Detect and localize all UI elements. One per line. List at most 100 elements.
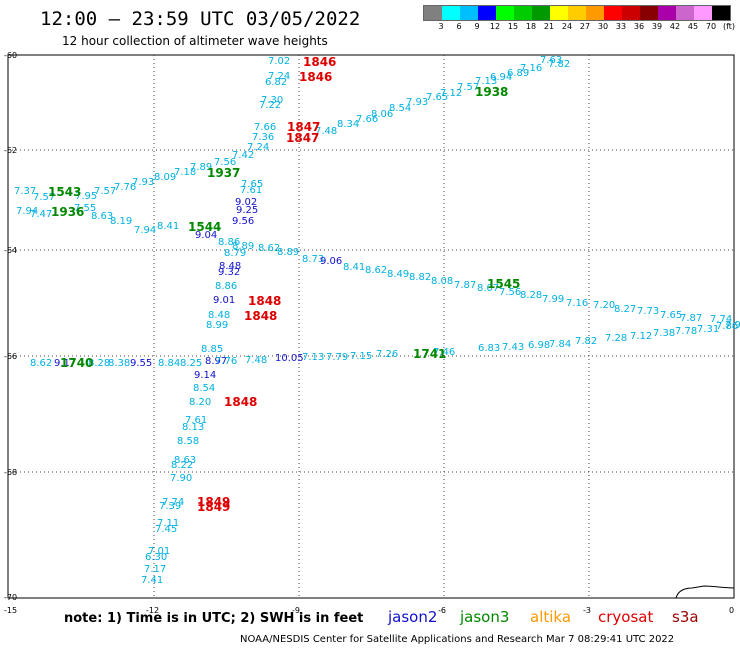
wave-height-value: 7.90 bbox=[170, 473, 193, 484]
wave-height-value: 7.93 bbox=[132, 177, 155, 188]
wave-height-colorbar bbox=[423, 5, 731, 21]
wave-height-value: 7.76 bbox=[114, 182, 137, 193]
wave-height-value: 9.25 bbox=[236, 205, 259, 216]
colorbar-tick: (ft) bbox=[722, 22, 736, 31]
footer-credit: NOAA/NESDIS Center for Satellite Applica… bbox=[240, 634, 675, 645]
pass-time-label: 1846 bbox=[299, 70, 333, 84]
colorbar-swatch bbox=[442, 6, 460, 20]
colorbar-tick: 27 bbox=[579, 22, 591, 31]
colorbar-tick: 39 bbox=[651, 22, 663, 31]
wave-height-value: 7.94 bbox=[134, 225, 157, 236]
wave-height-value: 6.82 bbox=[265, 77, 288, 88]
lon-label: -15 bbox=[4, 606, 18, 615]
wave-height-value: 8.63 bbox=[91, 211, 114, 222]
pass-time-label: 1936 bbox=[51, 205, 85, 219]
wave-height-value: 7.12 bbox=[440, 88, 463, 99]
wave-height-value: 9.14 bbox=[194, 370, 217, 381]
wave-height-value: 9.32 bbox=[218, 267, 241, 278]
wave-height-value: 7.87 bbox=[454, 280, 477, 291]
colorbar-swatch bbox=[460, 6, 478, 20]
satellite-legend-cryosat: cryosat bbox=[598, 608, 654, 626]
colorbar-tick: 9 bbox=[474, 22, 480, 31]
wave-height-value: 9.17 bbox=[54, 358, 77, 369]
wave-height-value: 7.02 bbox=[268, 56, 291, 67]
pass-time-label: 1846 bbox=[303, 55, 337, 69]
lon-label: -6 bbox=[438, 606, 446, 615]
wave-height-value: 8.48 bbox=[219, 261, 242, 272]
wave-height-value: 7.41 bbox=[141, 575, 164, 586]
colorbar-tick: 6 bbox=[456, 22, 462, 31]
wave-height-value: 8.19 bbox=[110, 216, 133, 227]
wave-height-value: 9.02 bbox=[235, 197, 258, 208]
wave-height-value: 8.97 bbox=[205, 356, 228, 367]
wave-height-value: 7.57 bbox=[94, 186, 117, 197]
wave-height-value: 8.28 bbox=[520, 290, 543, 301]
wave-height-value: 7.55 bbox=[74, 203, 97, 214]
wave-height-value: 8.73 bbox=[302, 254, 325, 265]
wave-height-value: 6.94 bbox=[490, 72, 513, 83]
wave-height-value: 7.45 bbox=[155, 524, 178, 535]
wave-height-value: 8.25 bbox=[180, 358, 203, 369]
colorbar-swatch bbox=[694, 6, 712, 20]
wave-height-value: 7.13 bbox=[475, 76, 498, 87]
wave-height-value: 7.57 bbox=[33, 192, 56, 203]
wave-height-value: 7.57 bbox=[457, 82, 480, 93]
colorbar-swatch bbox=[478, 6, 496, 20]
colorbar-tick-labels: 3 6 9 12 15 18 21 24 27 30 33 36 39 42 45 70 (ft) bbox=[423, 22, 740, 32]
wave-height-value: 6.98 bbox=[528, 340, 551, 351]
wave-height-value: 8.48 bbox=[208, 310, 231, 321]
wave-height-value: 7.93 bbox=[406, 97, 429, 108]
wave-height-value: 8.63 bbox=[174, 455, 197, 466]
wave-height-value: 7.16 bbox=[566, 298, 589, 309]
wave-height-value: 8.13 bbox=[182, 422, 205, 433]
wave-height-value: 6.83 bbox=[478, 343, 501, 354]
wave-height-value: 7.65 bbox=[426, 92, 449, 103]
lon-label: 0 bbox=[729, 606, 735, 615]
wave-height-value: 7.13 bbox=[302, 352, 325, 363]
wave-height-value: 7.56 bbox=[499, 287, 522, 298]
wave-height-value: 8.79 bbox=[224, 248, 247, 259]
wave-height-value: 7.37 bbox=[14, 186, 37, 197]
colorbar-tick: 42 bbox=[669, 22, 681, 31]
wave-height-value: 7.12 bbox=[630, 331, 653, 342]
satellite-legend-altika: altika bbox=[530, 608, 572, 626]
wave-height-value: 7.26 bbox=[376, 349, 399, 360]
colorbar-tick: 24 bbox=[561, 22, 573, 31]
wave-height-value: 7.42 bbox=[232, 150, 255, 161]
colorbar-swatch bbox=[658, 6, 676, 20]
colorbar-tick: 18 bbox=[525, 22, 537, 31]
wave-height-value: 8.62 bbox=[258, 243, 281, 254]
wave-height-value: 7.31 bbox=[697, 324, 720, 335]
wave-height-value: 7.48 bbox=[245, 355, 268, 366]
colorbar-swatch bbox=[568, 6, 586, 20]
wave-height-value: 7.82 bbox=[575, 336, 598, 347]
wave-height-value: 7.24 bbox=[247, 142, 270, 153]
colorbar-swatch bbox=[550, 6, 568, 20]
colorbar-tick: 45 bbox=[687, 22, 699, 31]
wave-height-value: 8.41 bbox=[157, 221, 180, 232]
wave-height-value: 7.01 bbox=[148, 546, 171, 557]
wave-height-value: 7.43 bbox=[502, 342, 525, 353]
wave-height-value: 9.06 bbox=[320, 256, 343, 267]
pass-time-label: 1741 bbox=[413, 347, 447, 361]
lon-label: -9 bbox=[292, 606, 300, 615]
wave-height-value: 9.01 bbox=[213, 295, 236, 306]
wave-height-value: 7.30 bbox=[261, 95, 284, 106]
colorbar-swatch bbox=[496, 6, 514, 20]
colorbar-tick: 3 bbox=[438, 22, 444, 31]
wave-height-value: 9.04 bbox=[195, 230, 218, 241]
wave-height-value: 8.62 bbox=[365, 265, 388, 276]
wave-height-value: 8.28 bbox=[88, 358, 111, 369]
wave-height-value: 7.73 bbox=[637, 306, 660, 317]
pass-time-label: 1740 bbox=[60, 356, 94, 370]
wave-height-value: 8.58 bbox=[177, 436, 200, 447]
wave-height-value: 7.94 bbox=[16, 206, 39, 217]
wave-height-value: 7.16 bbox=[520, 63, 543, 74]
lon-label: -3 bbox=[583, 606, 591, 615]
wave-height-value: 8.82 bbox=[409, 272, 432, 283]
colorbar-tick: 30 bbox=[597, 22, 609, 31]
wave-height-value: 7.46 bbox=[433, 347, 456, 358]
lat-label: -64 bbox=[4, 246, 18, 255]
colorbar-tick: 33 bbox=[615, 22, 627, 31]
colorbar-tick: 70 bbox=[705, 22, 717, 31]
